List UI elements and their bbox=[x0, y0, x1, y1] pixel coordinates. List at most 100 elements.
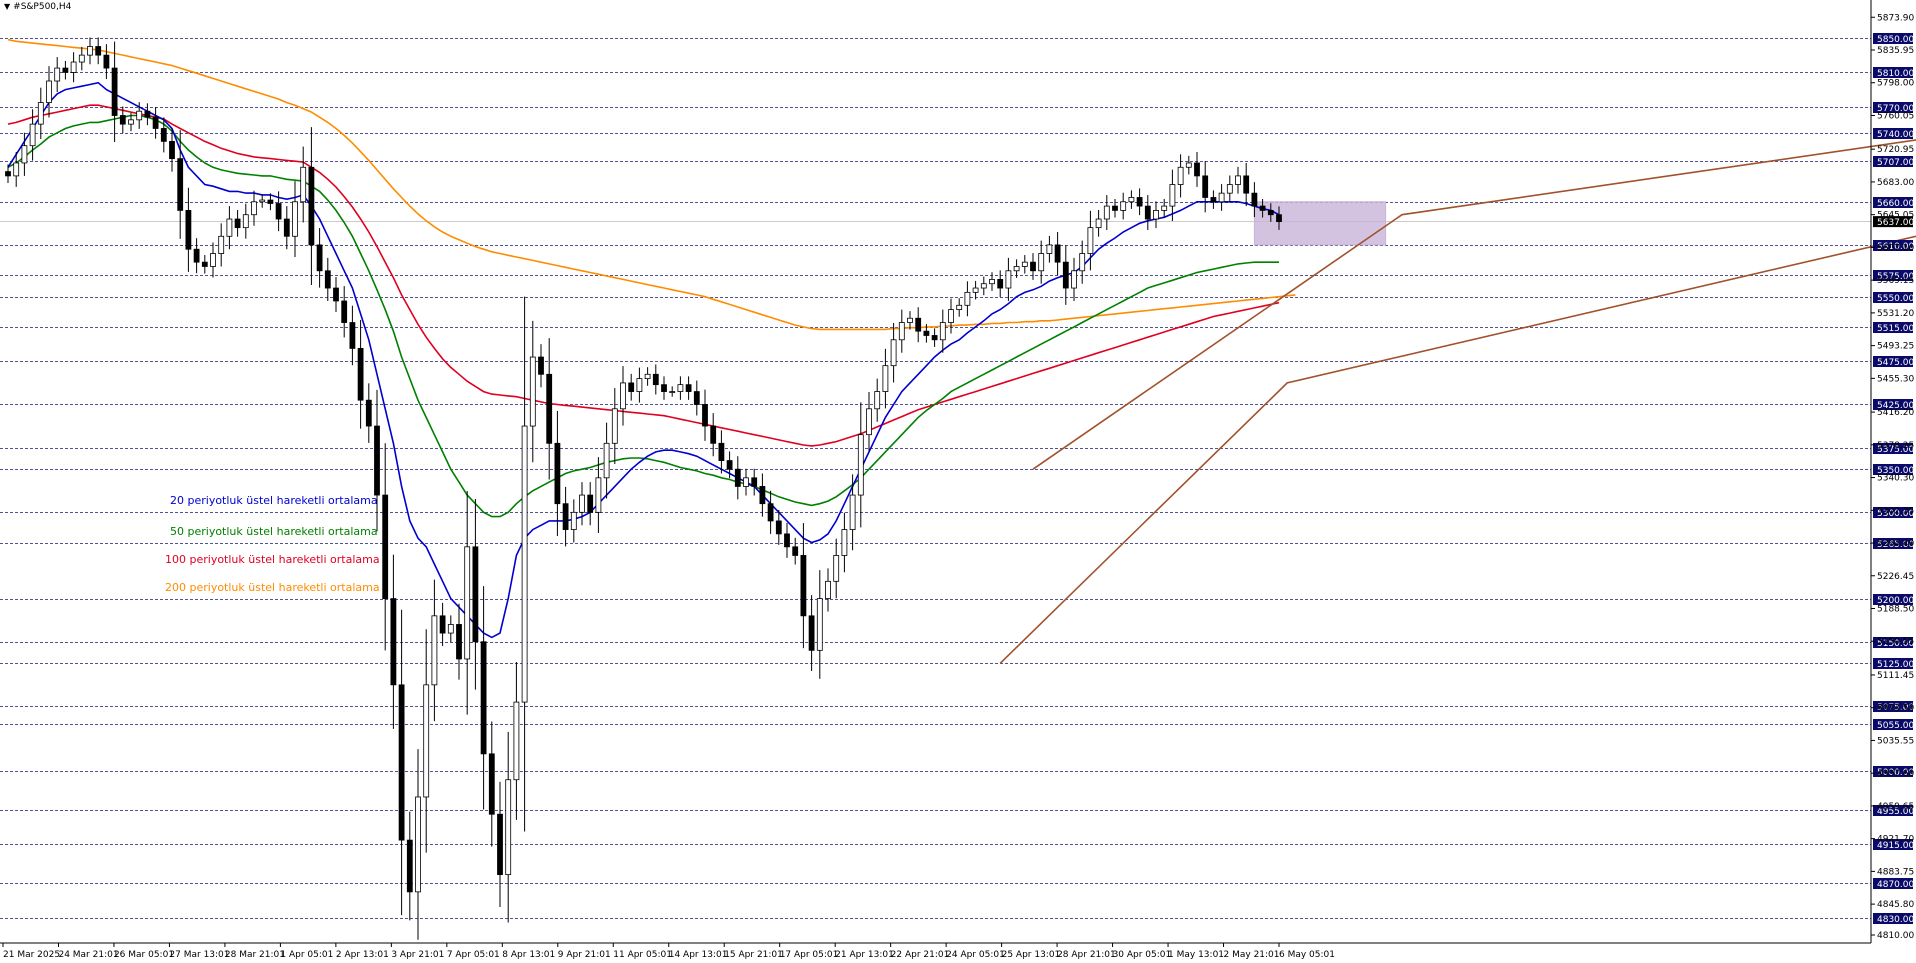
bear-candle bbox=[439, 615, 446, 634]
bull-candle bbox=[1087, 227, 1094, 254]
consolidation-rect bbox=[1253, 201, 1387, 246]
bear-candle bbox=[193, 248, 200, 263]
y-tick-label: 4883.75 bbox=[1877, 867, 1914, 877]
level-label: 5375.00 bbox=[1877, 445, 1914, 455]
bear-candle bbox=[751, 477, 758, 487]
bull-candle bbox=[505, 779, 512, 876]
level-label: 5515.00 bbox=[1877, 324, 1914, 334]
bull-candle bbox=[1120, 201, 1127, 211]
bull-candle bbox=[423, 684, 430, 798]
current-price-bg bbox=[1873, 216, 1913, 228]
x-tick-label: 14 Apr 13:01 bbox=[669, 950, 728, 960]
bear-candle bbox=[1210, 197, 1217, 203]
bear-candle bbox=[784, 533, 790, 548]
bull-candle bbox=[948, 309, 954, 323]
bull-candle bbox=[907, 317, 913, 323]
bull-candle bbox=[21, 145, 28, 164]
level-label-bg bbox=[1873, 197, 1913, 208]
bear-candle bbox=[931, 335, 938, 341]
bear-candle bbox=[1267, 210, 1274, 216]
bear-candle bbox=[554, 442, 561, 505]
bull-candle bbox=[595, 477, 602, 513]
bear-candle bbox=[1276, 214, 1282, 223]
level-label: 5300.00 bbox=[1877, 509, 1914, 519]
bear-candle bbox=[1259, 205, 1266, 211]
bull-candle bbox=[1013, 266, 1020, 272]
bear-candle bbox=[365, 399, 372, 427]
y-tick-label: 5378.25 bbox=[1877, 441, 1914, 451]
y-tick-label: 5531.20 bbox=[1877, 309, 1914, 319]
bull-candle bbox=[447, 624, 454, 634]
y-tick-label: 5150.55 bbox=[1877, 637, 1914, 647]
y-tick-label: 5607.10 bbox=[1877, 243, 1914, 253]
moving-averages bbox=[7, 38, 1296, 639]
bull-candle bbox=[939, 322, 946, 341]
bull-candle bbox=[1226, 184, 1233, 194]
bull-candle bbox=[989, 279, 995, 285]
level-label-bg bbox=[1873, 33, 1913, 44]
x-tick-label: 3 Apr 21:01 bbox=[391, 950, 444, 960]
bear-candle bbox=[169, 140, 175, 160]
level-label-bg bbox=[1873, 913, 1913, 924]
x-tick-label: 2 May 21:01 bbox=[1224, 950, 1280, 960]
bear-candle bbox=[111, 67, 118, 116]
bear-candle bbox=[915, 317, 922, 332]
bear-candle bbox=[95, 46, 102, 56]
bull-candle bbox=[87, 46, 93, 56]
y-tick-label: 5493.25 bbox=[1877, 342, 1914, 352]
level-label: 5000.00 bbox=[1877, 768, 1914, 778]
bull-candle bbox=[37, 102, 44, 125]
level-label-bg bbox=[1873, 102, 1913, 113]
ema100-line bbox=[7, 104, 1280, 447]
bear-candle bbox=[661, 384, 667, 392]
bull-candle bbox=[1021, 261, 1028, 267]
bull-candle bbox=[841, 529, 848, 556]
y-tick-label: 5683.00 bbox=[1877, 178, 1914, 188]
legend-ema20: 20 periyotluk üstel hareketli ortalama bbox=[170, 494, 378, 507]
level-label: 5075.00 bbox=[1877, 703, 1914, 713]
bull-candle bbox=[964, 291, 971, 306]
bull-candle bbox=[1161, 205, 1168, 211]
candlesticks bbox=[5, 37, 1282, 940]
bull-candle bbox=[464, 546, 471, 660]
bull-candle bbox=[1218, 192, 1225, 203]
y-tick-label: 5111.45 bbox=[1877, 671, 1914, 681]
bear-candle bbox=[587, 494, 594, 513]
level-label: 5125.00 bbox=[1877, 660, 1914, 670]
x-tick-label: 25 Apr 13:01 bbox=[1002, 950, 1061, 960]
bull-candle bbox=[1235, 175, 1241, 185]
bull-candle bbox=[1153, 210, 1159, 220]
bear-candle bbox=[152, 116, 159, 129]
bear-candle bbox=[456, 624, 462, 660]
bull-candle bbox=[636, 378, 643, 392]
bull-candle bbox=[242, 214, 249, 229]
level-label-bg bbox=[1873, 240, 1913, 251]
y-tick-label: 4921.70 bbox=[1877, 835, 1914, 845]
bear-candle bbox=[119, 115, 126, 125]
bear-candle bbox=[5, 171, 11, 177]
y-tick-label: 4810.00 bbox=[1877, 931, 1914, 941]
bull-candle bbox=[521, 425, 528, 703]
y-tick-label: 5645.05 bbox=[1877, 211, 1914, 221]
level-label: 4955.00 bbox=[1877, 807, 1914, 817]
symbol-label: #S&P500,H4 bbox=[13, 2, 72, 12]
triangle-down-icon[interactable]: ▼ bbox=[4, 2, 11, 11]
bear-candle bbox=[177, 158, 184, 211]
level-label-bg bbox=[1873, 322, 1913, 333]
bear-candle bbox=[1202, 175, 1209, 198]
bull-candle bbox=[972, 287, 979, 293]
bear-candle bbox=[628, 382, 635, 392]
bull-candle bbox=[956, 304, 963, 311]
bear-candle bbox=[718, 442, 725, 461]
bull-candle bbox=[259, 199, 266, 203]
bull-candle bbox=[874, 391, 881, 410]
bull-candle bbox=[677, 384, 684, 392]
trendlines bbox=[999, 139, 1916, 664]
y-tick-label: 5073.50 bbox=[1877, 704, 1914, 714]
level-label: 5055.00 bbox=[1877, 721, 1914, 731]
bear-candle bbox=[316, 244, 323, 272]
x-tick-label: 28 Apr 21:01 bbox=[1057, 950, 1116, 960]
